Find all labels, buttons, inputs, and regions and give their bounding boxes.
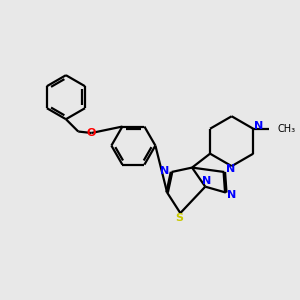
Text: S: S xyxy=(175,213,183,223)
Text: N: N xyxy=(226,164,235,174)
Text: O: O xyxy=(87,128,96,138)
Text: CH₃: CH₃ xyxy=(278,124,296,134)
Text: N: N xyxy=(227,190,236,200)
Text: N: N xyxy=(160,166,170,176)
Text: N: N xyxy=(254,122,263,131)
Text: N: N xyxy=(202,176,211,186)
